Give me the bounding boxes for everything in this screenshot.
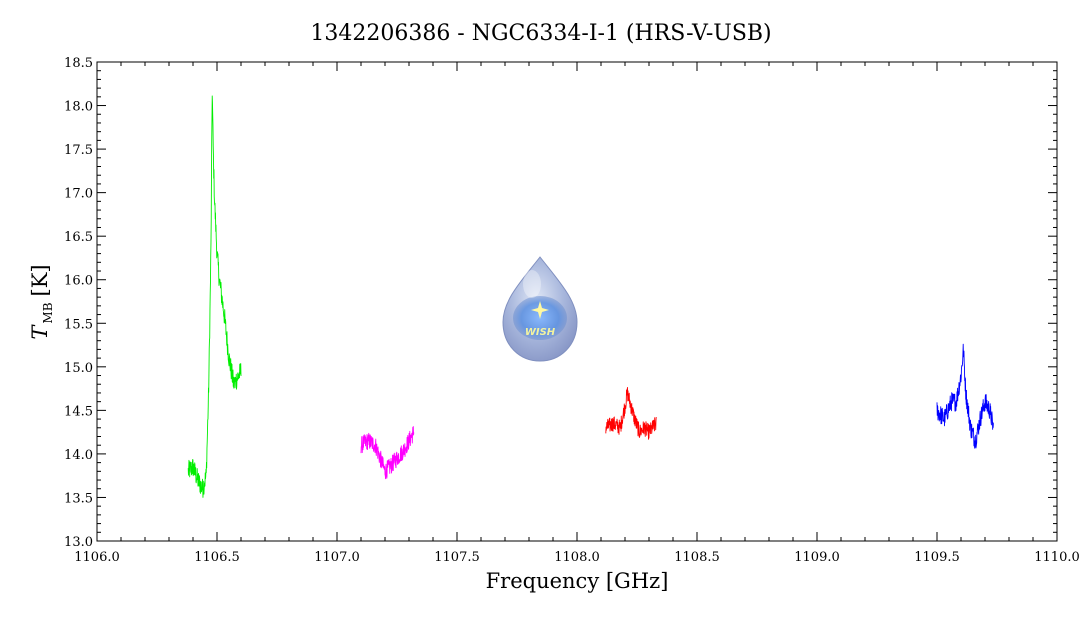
spectrum-line-2 [360,426,415,480]
y-axis-label-main: T [28,324,52,340]
svg-text:TMB[K]: TMB [K] [28,264,55,339]
y-axis-label: TMB [K] [28,264,55,339]
x-tick-label: 1108.0 [554,550,600,565]
x-tick-label: 1106.0 [74,550,120,565]
y-tick-label: 13.0 [64,535,93,550]
wish-logo-text: WISH [525,327,556,338]
spectrum-line-1 [187,95,242,498]
star-icon [531,301,549,319]
x-axis-label: Frequency [GHz] [486,569,669,593]
y-tick-label: 14.5 [64,404,93,419]
y-tick-label: 14.0 [64,448,93,463]
chart-title: 1342206386 - NGC6334-I-1 (HRS-V-USB) [310,21,771,46]
plot-frame [96,61,1058,542]
x-tick-label: 1107.5 [434,550,480,565]
y-tick-label: 16.5 [64,230,93,245]
spectral-series [187,95,994,498]
y-tick-label: 17.0 [64,187,93,202]
x-tick-label: 1106.5 [194,550,240,565]
x-tick-label: 1110.0 [1034,550,1080,565]
spectrum-line-3 [605,386,657,440]
y-axis-label-unit: [K] [28,264,52,296]
wish-logo: WISH [502,256,578,362]
y-tick-label: 18.0 [64,100,93,115]
y-axis-label-sub: MB [41,302,55,323]
axis-ticks [96,61,1058,542]
y-tick-label: 18.5 [64,56,93,71]
wish-drop-highlight [523,270,541,298]
axis-tick-labels: 1106.0 1106.5 1107.0 1107.5 1108.0 1108.5 1109… [64,56,1080,565]
spectrum-line-4 [936,343,994,449]
y-tick-label: 16.0 [64,274,93,289]
y-tick-label: 15.0 [64,361,93,376]
y-tick-label: 13.5 [64,491,93,506]
x-tick-label: 1108.5 [674,550,720,565]
y-tick-label: 17.5 [64,143,93,158]
x-tick-label: 1107.0 [314,550,360,565]
y-tick-label: 15.5 [64,317,93,332]
x-tick-label: 1109.5 [914,550,960,565]
x-tick-label: 1109.0 [794,550,840,565]
